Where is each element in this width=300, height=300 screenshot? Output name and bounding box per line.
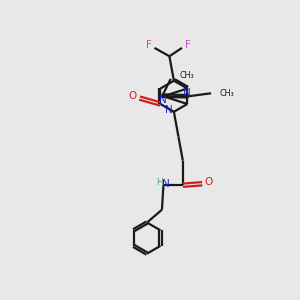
Text: O: O: [129, 91, 137, 100]
Text: N: N: [159, 95, 167, 105]
Text: CH₃: CH₃: [219, 89, 234, 98]
Text: N: N: [165, 105, 172, 115]
Text: F: F: [185, 40, 191, 50]
Text: O: O: [205, 177, 213, 187]
Text: H: H: [157, 178, 163, 187]
Text: CH₃: CH₃: [180, 71, 194, 80]
Text: N: N: [162, 179, 170, 189]
Text: F: F: [146, 40, 152, 50]
Text: N: N: [183, 88, 191, 98]
